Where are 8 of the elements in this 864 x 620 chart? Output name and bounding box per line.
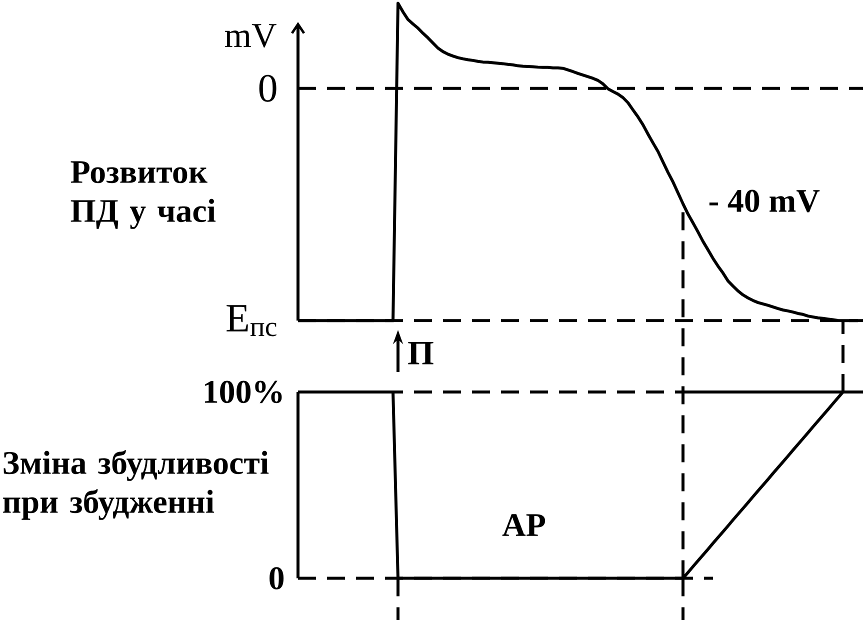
annotation: - 40 mV [709, 190, 820, 212]
ref-line-label: E$_{пс}$ [226, 305, 276, 336]
text: Зміна збудливості при збудженні [3, 450, 269, 520]
y-tick-label: 100% [204, 380, 282, 404]
text: Розвиток ПД у часі [70, 161, 216, 229]
annotation: АР [502, 514, 546, 536]
text: П [408, 342, 434, 364]
y-axis-title: mV [225, 24, 276, 48]
